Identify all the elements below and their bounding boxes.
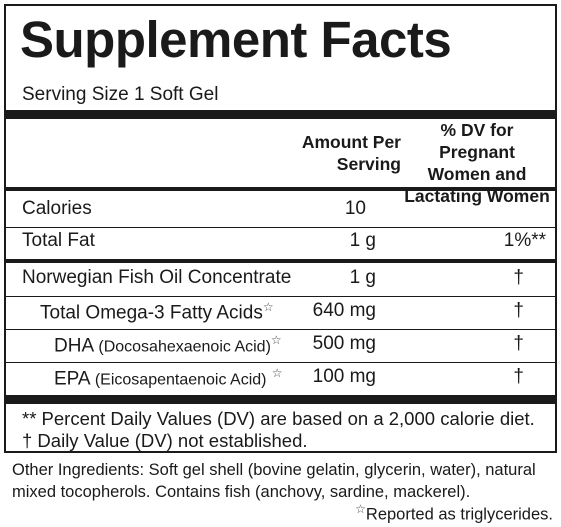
row-amount-fish-oil: 1 g bbox=[349, 267, 376, 288]
thick-divider bbox=[6, 110, 555, 119]
reported-note: ☆Reported as triglycerides. bbox=[355, 502, 553, 525]
row-label-total-fat: Total Fat bbox=[22, 230, 95, 251]
epa-name: EPA bbox=[54, 368, 90, 390]
row-label-calories: Calories bbox=[22, 198, 92, 219]
epa-detail: (Eicosapentaenoic Acid) bbox=[94, 371, 267, 389]
thick-divider bbox=[6, 395, 555, 404]
footnote-dv-not-established: † Daily Value (DV) not established. bbox=[22, 430, 308, 451]
row-label-fish-oil: Norwegian Fish Oil Concentrate bbox=[22, 267, 292, 288]
row-dv-epa: † bbox=[513, 366, 524, 387]
other-ingredients: Other Ingredients: Soft gel shell (bovin… bbox=[12, 461, 536, 501]
row-divider bbox=[6, 329, 555, 330]
row-dv-fish-oil: † bbox=[513, 267, 524, 288]
row-label-dha: DHA (Docosahexaenoic Acid)☆ bbox=[54, 333, 282, 357]
section-divider bbox=[6, 259, 555, 263]
header-divider bbox=[6, 187, 555, 191]
dv-header-line: Women and bbox=[427, 164, 527, 184]
triglyceride-star-icon: ☆ bbox=[271, 366, 283, 380]
amount-header-line: Serving bbox=[336, 154, 401, 174]
panel-title: Supplement Facts bbox=[20, 11, 452, 68]
omega-3-name: Total Omega-3 Fatty Acids bbox=[40, 302, 263, 324]
row-amount-omega-3: 640 mg bbox=[312, 300, 376, 321]
row-dv-dha: † bbox=[513, 333, 524, 354]
row-label-omega-3: Total Omega-3 Fatty Acids☆ bbox=[40, 300, 274, 324]
reported-text: Reported as triglycerides. bbox=[365, 505, 553, 524]
row-divider bbox=[6, 296, 555, 297]
footnote-percent-dv: ** Percent Daily Values (DV) are based o… bbox=[22, 408, 535, 429]
amount-header-line: Amount Per bbox=[301, 132, 401, 152]
row-amount-calories: 10 bbox=[344, 198, 366, 219]
row-dv-total-fat: 1%** bbox=[503, 230, 546, 251]
triglyceride-star-icon: ☆ bbox=[355, 502, 366, 516]
row-label-epa: EPA (Eicosapentaenoic Acid) ☆ bbox=[54, 366, 283, 390]
row-divider bbox=[6, 362, 555, 363]
row-divider bbox=[6, 227, 555, 228]
triglyceride-star-icon: ☆ bbox=[262, 300, 274, 314]
row-dv-omega-3: † bbox=[513, 300, 524, 321]
dha-detail: (Docosahexaenoic Acid) bbox=[98, 338, 271, 356]
dv-header-line: Lactating Women bbox=[404, 186, 550, 206]
row-amount-epa: 100 mg bbox=[312, 366, 376, 387]
dha-name: DHA bbox=[54, 335, 94, 357]
row-amount-dha: 500 mg bbox=[312, 333, 376, 354]
dv-header-line: % DV for Pregnant bbox=[439, 120, 515, 162]
triglyceride-star-icon: ☆ bbox=[270, 333, 282, 347]
amount-per-serving-header: Amount Per Serving bbox=[271, 131, 401, 175]
serving-size: Serving Size 1 Soft Gel bbox=[22, 84, 219, 105]
supplement-facts-panel: Supplement Facts Serving Size 1 Soft Gel… bbox=[4, 4, 557, 453]
row-amount-total-fat: 1 g bbox=[349, 230, 376, 251]
daily-value-header: % DV for Pregnant Women and Lactating Wo… bbox=[404, 119, 550, 207]
